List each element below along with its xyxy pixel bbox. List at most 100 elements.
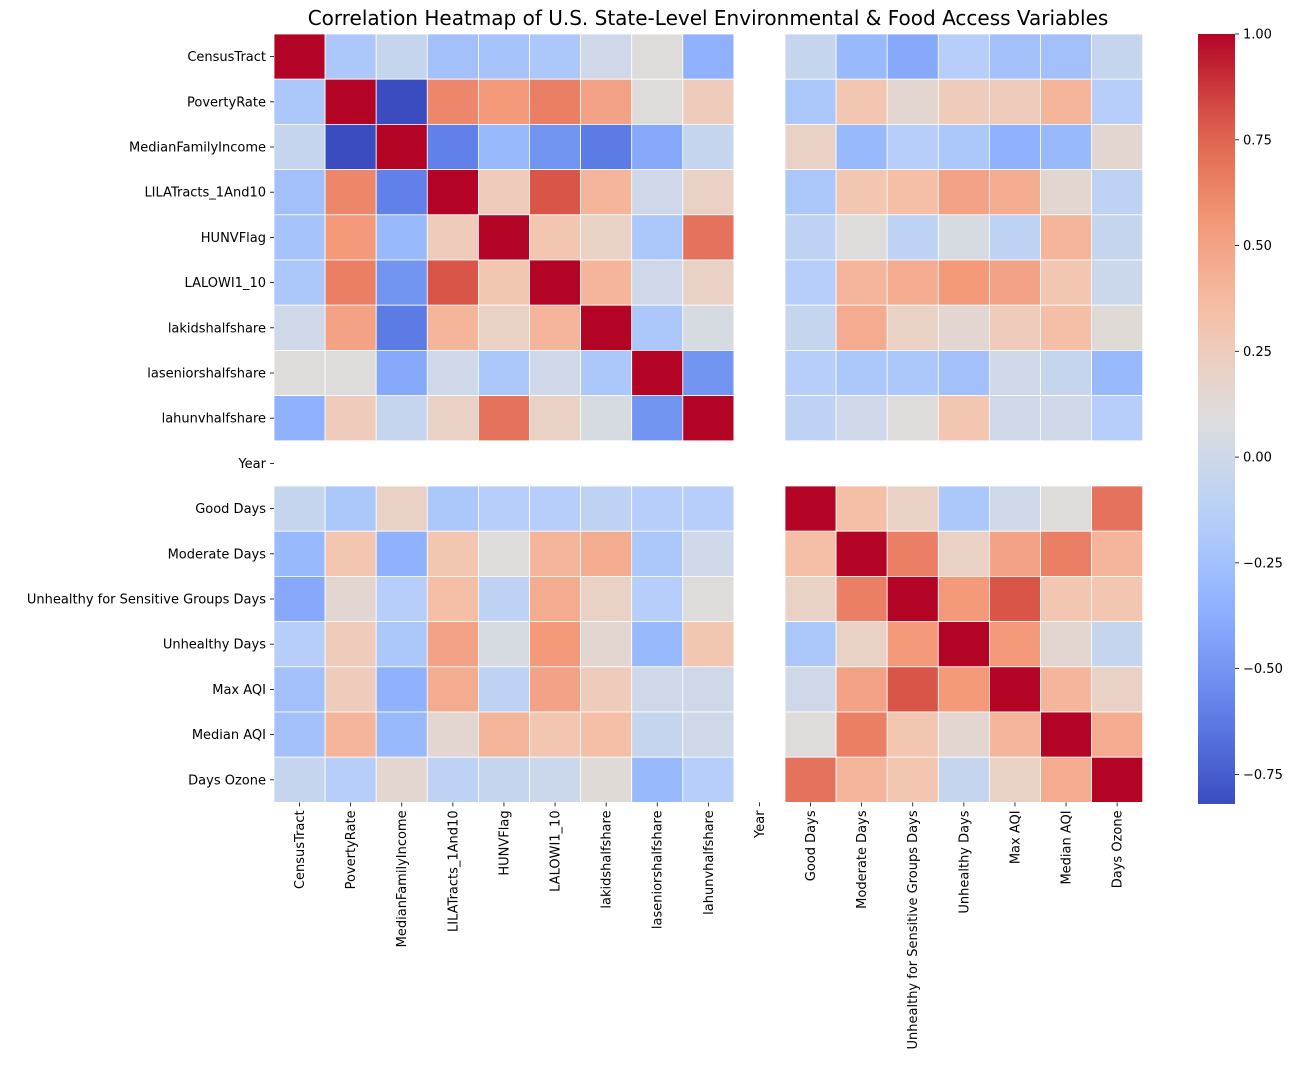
heatmap-cell bbox=[682, 169, 735, 216]
heatmap-cell bbox=[580, 169, 633, 216]
heatmap-cell bbox=[529, 576, 581, 623]
row-label: laseniorshalfshare bbox=[147, 367, 266, 382]
heatmap-cell bbox=[937, 124, 990, 171]
column-label: LALOWI1_10 bbox=[549, 810, 564, 891]
heatmap-cell bbox=[886, 666, 939, 713]
heatmap-cell bbox=[580, 33, 633, 80]
heatmap-cell bbox=[631, 124, 684, 171]
heatmap-cell bbox=[1091, 78, 1144, 125]
heatmap-cell bbox=[426, 124, 479, 171]
heatmap-cell bbox=[273, 349, 326, 396]
heatmap-cell bbox=[631, 304, 684, 351]
heatmap-cell bbox=[1040, 485, 1092, 532]
heatmap-cell bbox=[886, 530, 939, 577]
heatmap-cell bbox=[682, 666, 735, 713]
heatmap-cell bbox=[1040, 756, 1092, 803]
heatmap-cell bbox=[273, 304, 326, 351]
heatmap-cell bbox=[580, 349, 633, 396]
heatmap-cell bbox=[580, 78, 633, 125]
heatmap-cell bbox=[631, 530, 684, 577]
heatmap-cell bbox=[631, 169, 684, 216]
heatmap-cell bbox=[375, 621, 428, 668]
row-label: Year bbox=[237, 457, 266, 472]
heatmap-cell bbox=[477, 78, 530, 125]
heatmap-cell bbox=[580, 485, 633, 532]
heatmap-cell bbox=[937, 756, 990, 803]
heatmap-cell bbox=[477, 259, 530, 306]
heatmap-cell bbox=[989, 214, 1041, 261]
heatmap-cell bbox=[1091, 756, 1144, 803]
colorbar-tick-label: −0.75 bbox=[1243, 768, 1283, 783]
heatmap-cell bbox=[324, 756, 377, 803]
heatmap-cell bbox=[375, 33, 428, 80]
heatmap-cell bbox=[886, 169, 939, 216]
heatmap-cell bbox=[324, 395, 377, 442]
heatmap-cell bbox=[529, 530, 581, 577]
heatmap-cell bbox=[937, 349, 990, 396]
row-label: lahunvhalfshare bbox=[162, 412, 266, 427]
heatmap-cell bbox=[477, 711, 530, 758]
heatmap-cell bbox=[477, 485, 530, 532]
heatmap-cell bbox=[937, 711, 990, 758]
heatmap-cell bbox=[937, 621, 990, 668]
heatmap-cell bbox=[886, 576, 939, 623]
row-label: LILATracts_1And10 bbox=[144, 186, 266, 201]
heatmap-cell bbox=[477, 304, 530, 351]
heatmap-cell bbox=[477, 576, 530, 623]
heatmap-cell bbox=[1091, 349, 1144, 396]
column-label: PovertyRate bbox=[344, 810, 359, 889]
heatmap-cell bbox=[989, 78, 1041, 125]
heatmap-cell bbox=[1091, 666, 1144, 713]
heatmap-cell bbox=[273, 33, 326, 80]
column-label: lakidshalfshare bbox=[600, 810, 615, 908]
heatmap-cell bbox=[784, 711, 837, 758]
heatmap-cell bbox=[529, 259, 581, 306]
heatmap-cell bbox=[477, 666, 530, 713]
heatmap-cell bbox=[375, 259, 428, 306]
heatmap-cell bbox=[426, 395, 479, 442]
heatmap-cell bbox=[529, 33, 581, 80]
heatmap-cell bbox=[477, 349, 530, 396]
heatmap-cell bbox=[784, 666, 837, 713]
heatmap-cell bbox=[631, 576, 684, 623]
heatmap-cell bbox=[1091, 259, 1144, 306]
heatmap-cell bbox=[580, 756, 633, 803]
heatmap-cell bbox=[886, 33, 939, 80]
heatmap-cell bbox=[1040, 349, 1092, 396]
heatmap-cell bbox=[1091, 621, 1144, 668]
column-label: MedianFamilyIncome bbox=[395, 810, 410, 947]
heatmap-cell bbox=[784, 214, 837, 261]
heatmap-cell bbox=[1040, 711, 1092, 758]
heatmap-cell bbox=[989, 33, 1041, 80]
heatmap-cell bbox=[324, 485, 377, 532]
heatmap-cell bbox=[989, 576, 1041, 623]
row-label: MedianFamilyIncome bbox=[129, 141, 266, 156]
heatmap-cell bbox=[426, 304, 479, 351]
heatmap-cell bbox=[580, 711, 633, 758]
heatmap-cell bbox=[937, 395, 990, 442]
heatmap-cell bbox=[1040, 33, 1092, 80]
heatmap-cell bbox=[886, 259, 939, 306]
heatmap-cell bbox=[426, 169, 479, 216]
heatmap-cell bbox=[835, 78, 888, 125]
heatmap-cell bbox=[529, 666, 581, 713]
heatmap-cell bbox=[375, 576, 428, 623]
heatmap-cell bbox=[1091, 485, 1144, 532]
heatmap-cell bbox=[580, 666, 633, 713]
heatmap-cell bbox=[1091, 530, 1144, 577]
heatmap-cell bbox=[375, 78, 428, 125]
row-label: CensusTract bbox=[187, 50, 266, 65]
column-label: Max AQI bbox=[1008, 810, 1023, 864]
heatmap-cell bbox=[375, 124, 428, 171]
heatmap-cell bbox=[631, 78, 684, 125]
heatmap-cell bbox=[529, 169, 581, 216]
heatmap-cell bbox=[1091, 576, 1144, 623]
row-label: Moderate Days bbox=[168, 547, 267, 562]
heatmap-cell bbox=[835, 576, 888, 623]
heatmap-cell bbox=[529, 621, 581, 668]
heatmap-cell bbox=[529, 711, 581, 758]
heatmap-cell bbox=[835, 666, 888, 713]
heatmap-cell bbox=[989, 485, 1041, 532]
column-label: CensusTract bbox=[293, 810, 308, 889]
heatmap-cell bbox=[682, 78, 735, 125]
